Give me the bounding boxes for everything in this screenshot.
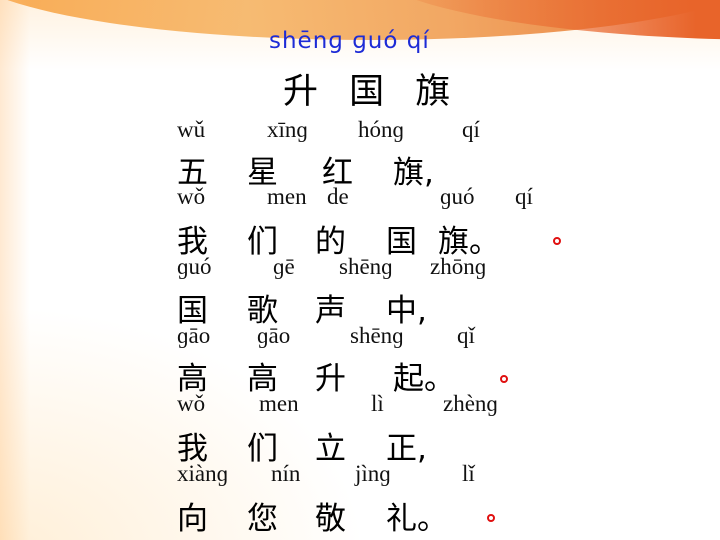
pinyin-5-4: zhènɡ	[443, 391, 498, 416]
char-4-3: 升	[315, 361, 346, 397]
char-2-3: 的	[315, 224, 346, 260]
pinyin-2-2: men	[267, 184, 307, 209]
char-3-2: 歌	[247, 293, 278, 329]
pinyin-1-3: hónɡ	[358, 117, 404, 142]
char-6-2: 您	[247, 501, 278, 537]
pinyin-6-3: jìnɡ	[355, 461, 391, 486]
char-3-1: 国	[177, 293, 208, 329]
pinyin-3-1: ɡuó	[177, 254, 212, 279]
char-1-2: 星	[247, 155, 278, 191]
char-3-4: 中,	[386, 293, 427, 329]
char-1-3: 红	[322, 155, 353, 191]
pinyin-3-2: ɡē	[273, 254, 295, 279]
char-2-2: 们	[247, 224, 278, 260]
pinyin-6-1: xiànɡ	[177, 461, 229, 486]
pinyin-6-4: lǐ	[462, 461, 475, 486]
char-3-3: 声	[315, 293, 346, 329]
char-5-3: 立	[315, 431, 346, 467]
char-6-1: 向	[177, 501, 208, 537]
char-1-1: 五	[177, 155, 208, 191]
pinyin-2-4: ɡuó	[440, 184, 475, 209]
title-chinese: 升 国 旗	[283, 72, 461, 112]
pinyin-4-3: shēnɡ	[350, 323, 404, 348]
char-4-2: 高	[247, 361, 278, 397]
left-glow	[0, 0, 30, 540]
char-5-4: 正,	[386, 431, 427, 467]
char-6-4: 礼。	[386, 501, 448, 537]
pinyin-4-4: qǐ	[457, 323, 475, 348]
pinyin-4-2: ɡāo	[257, 323, 291, 348]
pinyin-6-2: nín	[271, 461, 301, 486]
pinyin-1-1: wǔ	[177, 117, 206, 142]
char-2-4: 国	[386, 224, 417, 260]
char-4-1: 高	[177, 361, 208, 397]
char-2-5: 旗。	[438, 224, 500, 260]
pinyin-5-2: men	[259, 391, 299, 416]
pinyin-4-1: ɡāo	[177, 323, 211, 348]
pinyin-2-3: de	[327, 184, 349, 209]
title-pinyin: shēnɡ ɡuó qí	[269, 28, 430, 54]
pinyin-3-4: zhōnɡ	[430, 254, 487, 279]
char-6-3: 敬	[315, 501, 346, 537]
char-1-4: 旗,	[393, 155, 434, 191]
char-2-1: 我	[177, 224, 208, 260]
red-circle-mark	[487, 514, 495, 522]
red-circle-mark	[553, 237, 561, 245]
pinyin-1-4: qí	[462, 117, 480, 142]
pinyin-5-3: lì	[371, 391, 384, 416]
pinyin-3-3: shēnɡ	[339, 254, 393, 279]
pinyin-1-2: xīnɡ	[267, 117, 308, 142]
char-4-4: 起。	[393, 361, 455, 397]
char-5-2: 们	[247, 431, 278, 467]
pinyin-5-1: wǒ	[177, 391, 206, 416]
pinyin-2-5: qí	[515, 184, 533, 209]
pinyin-2-1: wǒ	[177, 184, 206, 209]
red-circle-mark	[500, 375, 508, 383]
char-5-1: 我	[177, 431, 208, 467]
